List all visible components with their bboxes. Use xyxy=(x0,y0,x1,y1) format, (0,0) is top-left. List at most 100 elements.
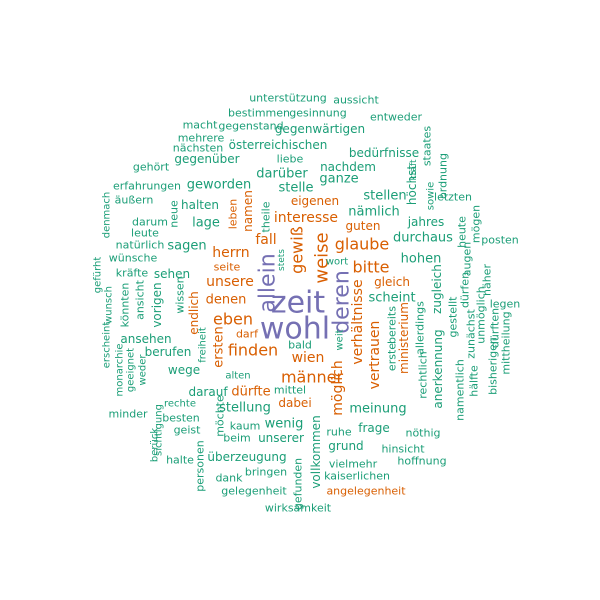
cloud-word: heute xyxy=(456,216,469,248)
cloud-word: berufen xyxy=(145,345,192,359)
cloud-word: ordnung xyxy=(437,153,450,199)
cloud-word: erscheint xyxy=(102,322,113,369)
cloud-word: herrn xyxy=(212,245,249,261)
cloud-word: eben xyxy=(213,310,253,329)
cloud-word: könnten xyxy=(119,283,132,328)
cloud-word: augen xyxy=(461,242,474,276)
cloud-word: namen xyxy=(241,190,255,232)
cloud-word: angelegenheit xyxy=(326,485,406,498)
cloud-word: theile xyxy=(260,201,273,232)
cloud-word: bereits xyxy=(386,306,399,344)
cloud-word: letzten xyxy=(434,191,472,204)
cloud-word: kraft xyxy=(409,159,419,180)
cloud-word: kaiserlichen xyxy=(324,470,390,483)
cloud-word: nämlich xyxy=(348,205,399,220)
cloud-word: zugleich xyxy=(430,264,444,314)
cloud-word: staates xyxy=(421,126,434,167)
cloud-word: denmach xyxy=(102,192,113,239)
cloud-word: stelle xyxy=(278,181,313,196)
cloud-word: bitte xyxy=(353,258,390,277)
cloud-word: glaube xyxy=(335,235,390,254)
cloud-word: mögen xyxy=(470,205,483,243)
cloud-word: berück xyxy=(150,428,161,462)
cloud-word: deren xyxy=(330,270,355,334)
cloud-word: unsere xyxy=(206,274,254,290)
cloud-word: gegenüber xyxy=(174,152,239,166)
cloud-word: weise xyxy=(312,232,333,283)
cloud-word: dürfte xyxy=(231,385,270,400)
cloud-word: gegenwärtigen xyxy=(275,122,365,136)
cloud-word: erfahrungen xyxy=(113,180,181,193)
cloud-word: halte xyxy=(166,454,194,467)
cloud-word: kaum xyxy=(230,420,261,433)
cloud-word: grund xyxy=(328,439,363,453)
cloud-word: sichtigung xyxy=(154,404,165,456)
cloud-word: überzeugung xyxy=(207,450,286,464)
cloud-word: durchaus xyxy=(393,231,453,246)
cloud-word: wien xyxy=(292,350,325,366)
cloud-word: monarchie xyxy=(115,344,126,397)
cloud-word: darum xyxy=(132,216,168,229)
cloud-word: mittel xyxy=(274,384,306,397)
cloud-word: wege xyxy=(168,363,200,377)
cloud-word: neue xyxy=(168,200,181,228)
cloud-word: weit xyxy=(335,329,346,350)
cloud-word: ansehen xyxy=(120,332,171,346)
cloud-word: ganze xyxy=(319,172,358,187)
cloud-word: namentlich xyxy=(454,359,467,421)
cloud-word: ersten xyxy=(212,326,227,367)
cloud-word: näher xyxy=(481,264,494,296)
cloud-word: wirksamkeit xyxy=(265,502,332,515)
cloud-word: leben xyxy=(227,199,240,230)
cloud-word: denen xyxy=(206,293,247,308)
cloud-word: weder xyxy=(138,354,149,386)
cloud-word: dabei xyxy=(278,396,311,410)
cloud-word: gleich xyxy=(374,275,410,289)
cloud-word: bald xyxy=(288,339,312,352)
cloud-word: personen xyxy=(194,440,207,491)
cloud-word: äußern xyxy=(115,194,154,207)
cloud-word: nöthig xyxy=(405,427,440,440)
cloud-word: nächsten xyxy=(173,142,224,155)
cloud-word: guten xyxy=(346,219,381,233)
cloud-word: möglich xyxy=(330,360,346,415)
cloud-word: meinung xyxy=(349,402,406,417)
cloud-word: wort xyxy=(326,257,348,268)
cloud-word: interesse xyxy=(274,210,338,226)
cloud-word: verhältnisse xyxy=(350,279,366,364)
cloud-word: fall xyxy=(255,232,276,248)
cloud-word: aussicht xyxy=(333,94,379,107)
cloud-word: dürfen xyxy=(459,272,472,308)
cloud-word: gestellt xyxy=(447,296,460,338)
cloud-word: entweder xyxy=(370,111,423,124)
cloud-word: macht xyxy=(183,119,218,132)
cloud-word: gegenstand xyxy=(218,120,283,133)
cloud-word: männer xyxy=(281,368,344,387)
cloud-word: dürften xyxy=(489,308,502,348)
cloud-word: gewiß xyxy=(288,226,307,274)
cloud-word: hoffnung xyxy=(397,455,446,468)
cloud-word: alten xyxy=(225,371,250,382)
cloud-word: vielmehr xyxy=(329,458,378,471)
cloud-word: jahres xyxy=(407,215,445,229)
cloud-word: bestimmen xyxy=(228,107,290,120)
cloud-word: besten xyxy=(162,412,200,425)
cloud-word: darüber xyxy=(256,167,308,182)
cloud-word: dank xyxy=(215,472,243,485)
cloud-word: österreichischen xyxy=(229,138,328,152)
cloud-word: wissen xyxy=(174,276,187,313)
cloud-word: unserer xyxy=(258,431,304,445)
cloud-word: bisherigen xyxy=(487,337,500,395)
cloud-word: hälfte xyxy=(468,365,481,397)
cloud-word: zunächst xyxy=(465,309,478,359)
cloud-word: geworden xyxy=(187,178,251,193)
cloud-word: darf xyxy=(236,328,259,341)
cloud-word: liebe xyxy=(277,153,304,166)
cloud-word: geist xyxy=(174,424,202,437)
cloud-word: mehrere xyxy=(178,132,225,145)
cloud-word: ansicht xyxy=(134,279,147,320)
cloud-word: darauf xyxy=(188,385,228,399)
cloud-word: wunsch xyxy=(104,286,115,324)
cloud-word: stets xyxy=(277,249,287,271)
